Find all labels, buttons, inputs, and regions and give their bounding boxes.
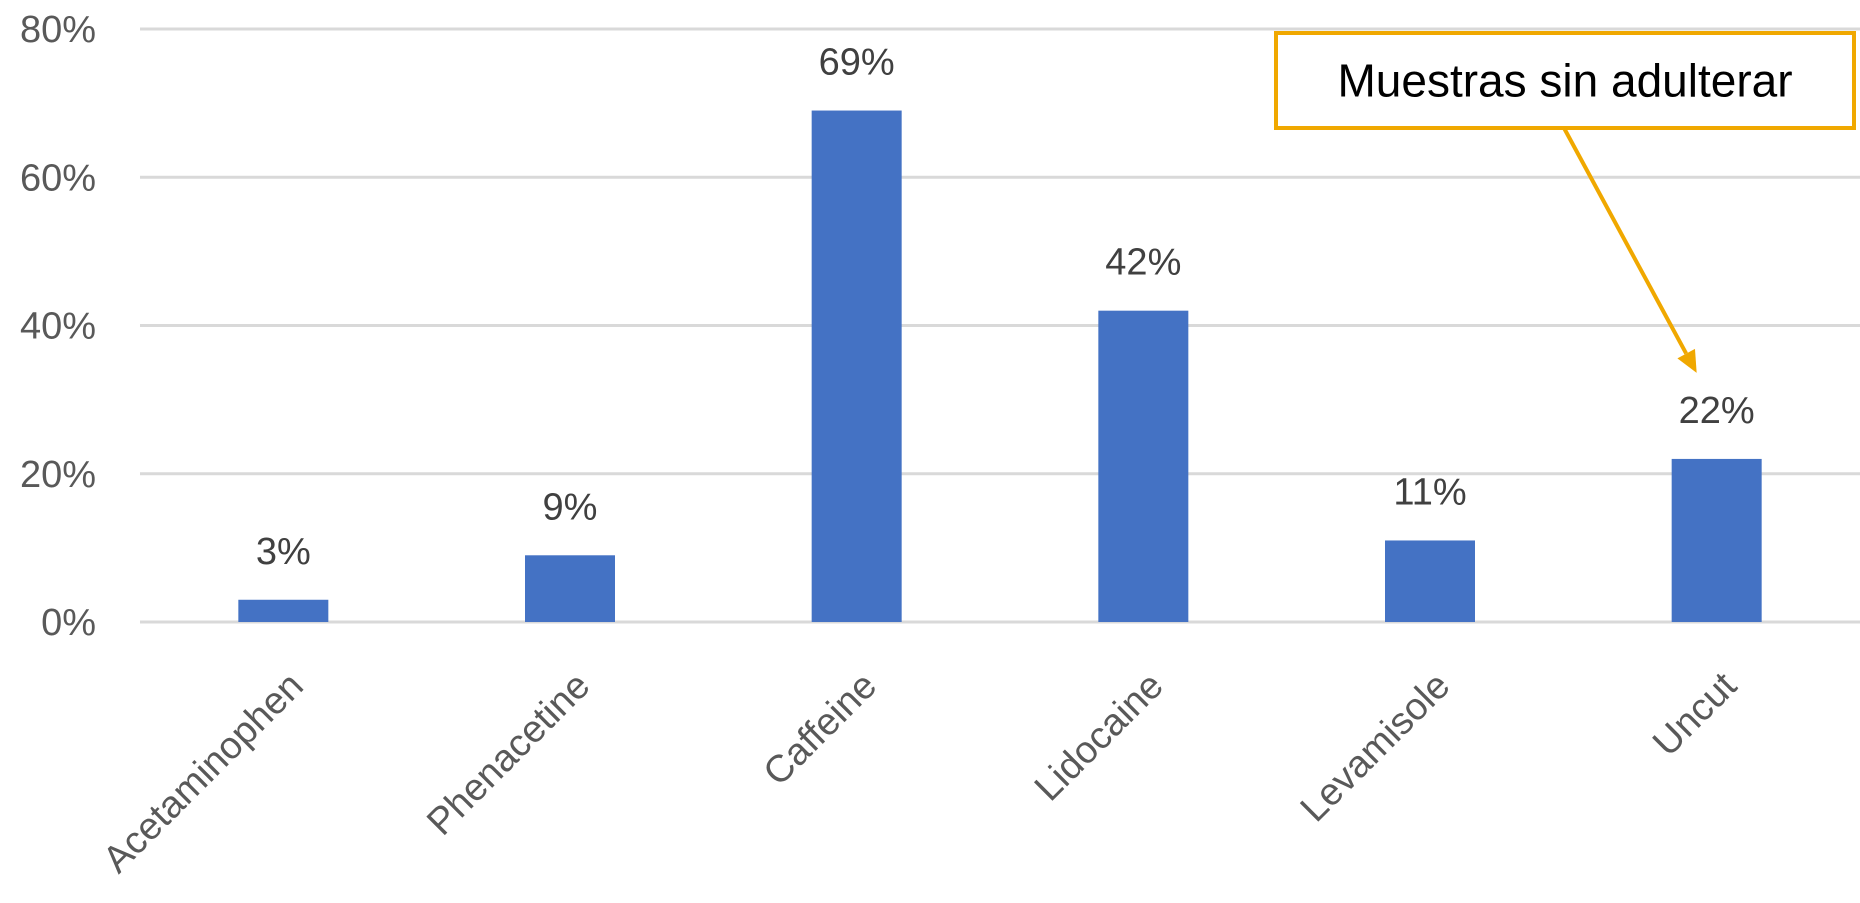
data-labels: 3% 9% 69% 42% 11% 22% (256, 42, 1755, 573)
callout-arrow-line (1562, 127, 1688, 355)
bar (1671, 458, 1762, 622)
y-tick-label: 80% (20, 9, 96, 51)
y-tick-label: 20% (20, 454, 96, 496)
category-label: Levamisole (1293, 665, 1459, 831)
bars (238, 110, 1762, 622)
data-label: 42% (1105, 242, 1181, 284)
callout-box (1274, 31, 1856, 130)
gridlines (140, 27, 1860, 624)
bar (811, 110, 902, 622)
category-label: Caffeine (756, 665, 885, 794)
category-labels: Acetaminophen Phenacetine Caffeine Lidocain… (95, 664, 1745, 881)
bar (1385, 540, 1475, 622)
bar (1098, 310, 1189, 622)
data-label: 22% (1679, 390, 1755, 432)
annotation-callout: Muestras sin adulterar (1274, 31, 1856, 373)
category-label: Lidocaine (1027, 665, 1172, 810)
data-label: 9% (543, 486, 598, 528)
data-label: 69% (819, 42, 895, 84)
data-label: 11% (1393, 471, 1466, 513)
data-label: 3% (256, 531, 311, 573)
bar (525, 555, 615, 622)
category-label: Acetaminophen (95, 665, 311, 881)
y-axis-tick-labels: 0% 20% 40% 60% 80% (20, 9, 96, 644)
callout-text: Muestras sin adulterar (1337, 55, 1792, 107)
bar (238, 599, 329, 622)
category-label: Phenacetine (419, 665, 598, 844)
y-tick-label: 0% (41, 602, 96, 644)
callout-arrow-head (1677, 348, 1697, 373)
y-tick-label: 60% (20, 157, 96, 199)
category-label: Uncut (1645, 664, 1745, 764)
y-tick-label: 40% (20, 306, 96, 348)
